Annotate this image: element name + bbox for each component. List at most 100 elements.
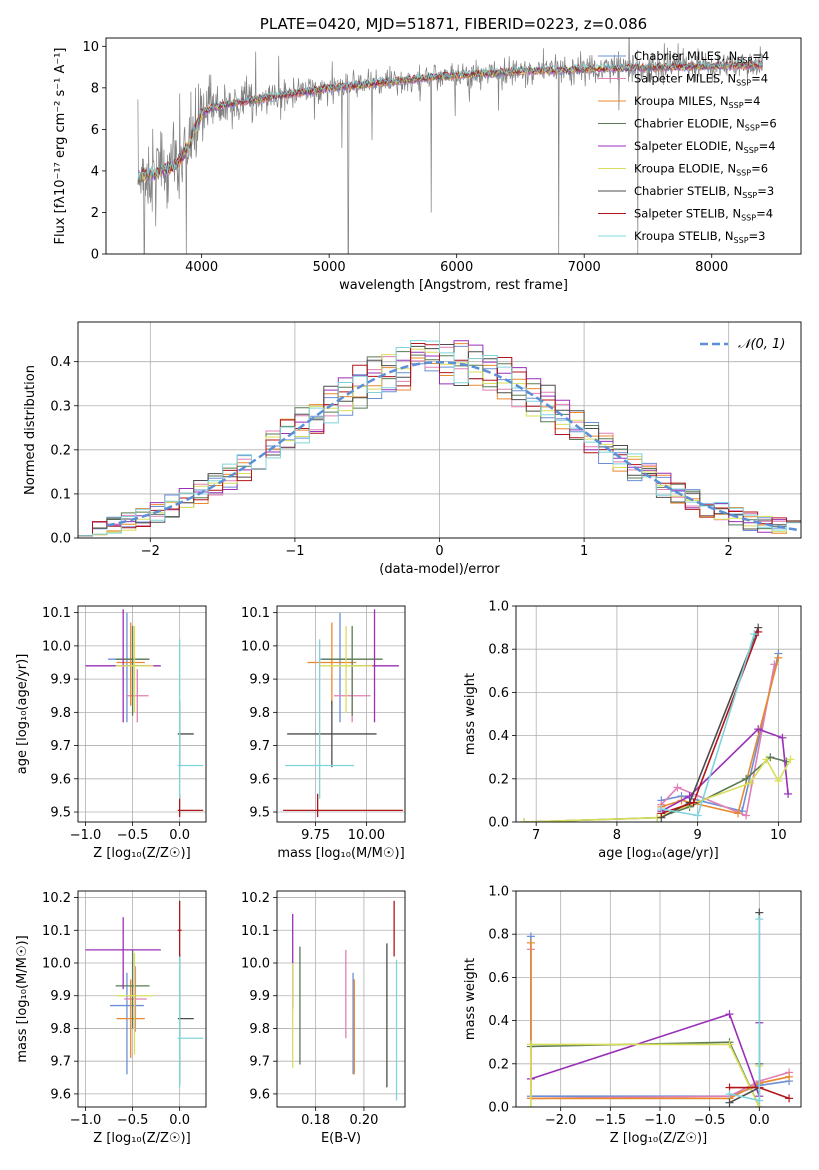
legend-label: Salpeter ELODIE, NSSP=4 <box>634 139 776 155</box>
weight-marker <box>526 938 535 947</box>
plot-area <box>526 908 794 1107</box>
errorbar-kroupa-elodie <box>319 625 373 713</box>
legend-label-tail: =4 <box>756 207 773 221</box>
legend-label-text: Salpeter STELIB, N <box>634 207 741 221</box>
weight-marker <box>754 627 763 636</box>
legend-label-sub: SSP <box>729 101 744 110</box>
legend-label-text: Salpeter MILES, N <box>634 72 736 86</box>
x-tick-label: −0.5 <box>117 1113 149 1128</box>
y-tick-label: 10.2 <box>42 891 71 906</box>
x-axis-label: Z [log₁₀(Z/Z☉)] <box>93 846 190 861</box>
weight-marker <box>657 805 666 814</box>
legend-label-sub: SSP <box>736 79 751 88</box>
legend-label-tail: =6 <box>751 162 768 176</box>
x-axis-label: Z [log₁₀(Z/Z☉)] <box>93 1131 190 1146</box>
legend-label: Chabrier STELIB, NSSP=3 <box>634 184 774 200</box>
panel-weight_vs_age: 7 8 9 10 0.0 0.2 0.4 0.6 0.8 1.0 age [log₁₀(age/yr… <box>463 600 802 861</box>
y-tick-label: 0.2 <box>50 443 71 458</box>
legend-label-text: Kroupa STELIB, N <box>634 229 734 243</box>
weight-marker <box>785 1094 794 1103</box>
panel-age_vs_Z: −1.0 −0.5 0.0 9.5 9.6 9.7 9.8 9.9 10.0 10.1 Z [log… <box>15 605 207 861</box>
errorbar-chabrier-elodie <box>321 625 383 716</box>
errorbar-chabrier-miles <box>108 612 146 723</box>
legend-entry: Kroupa ELODIE, NSSP=6 <box>598 162 768 178</box>
weight-line-chabrier-miles <box>661 653 780 813</box>
x-tick-label: −2.0 <box>545 1113 577 1128</box>
y-tick-label: 9.8 <box>249 1022 270 1037</box>
legend-label-text: Chabrier MILES, N <box>634 49 737 63</box>
y-tick-label: 0 <box>91 248 99 263</box>
legend-entry: Kroupa STELIB, NSSP=3 <box>598 229 765 245</box>
weight-marker <box>742 811 751 820</box>
legend-label-tail: =4 <box>759 139 776 153</box>
x-tick-label: 2 <box>725 544 733 559</box>
legend-entry: Kroupa MILES, NSSP=4 <box>598 94 760 110</box>
legend-label-sub: SSP <box>745 124 760 133</box>
x-axis-label: Z [log₁₀(Z/Z☉)] <box>610 1131 707 1146</box>
panel-residuals: −2 −1 0 1 2 0.0 0.1 0.2 0.3 0.4 (data-model)/error… <box>23 321 802 577</box>
x-tick-label: 1 <box>580 544 588 559</box>
x-axis-label: age [log₁₀(age/yr)] <box>598 846 719 861</box>
weight-marker <box>755 1096 764 1105</box>
y-tick-label: 0.6 <box>488 686 509 701</box>
y-tick-label: 9.7 <box>50 739 71 754</box>
y-tick-label: 9.7 <box>249 1055 270 1070</box>
errorbar-kroupa-stelib <box>285 639 355 799</box>
legend-label-tail: =4 <box>744 94 761 108</box>
weight-marker <box>725 1098 734 1107</box>
x-tick-label: −0.5 <box>117 828 149 843</box>
errorbar-kroupa-elodie <box>115 953 154 1055</box>
legend-label-text: Chabrier STELIB, N <box>634 184 742 198</box>
x-tick-label: 0.0 <box>169 1113 190 1128</box>
legend-label-text: Kroupa ELODIE, N <box>634 162 736 176</box>
errorbar-kroupa-stelib <box>177 956 204 1088</box>
x-axis-label: mass [log₁₀(M/M☉)] <box>277 846 404 861</box>
y-tick-label: 0.2 <box>488 1057 509 1072</box>
weight-line-kroupa-stelib <box>661 633 755 817</box>
y-tick-label: 10 <box>82 40 99 55</box>
legend-label-tail: =3 <box>757 184 774 198</box>
legend-entry: Chabrier MILES, NSSP=4 <box>598 49 769 65</box>
plot-area <box>85 900 204 1088</box>
errorbar-chabrier-elodie <box>115 949 150 1029</box>
plot-area <box>85 609 204 818</box>
weight-marker <box>778 733 787 742</box>
axes-frame <box>77 321 802 539</box>
legend-label: Kroupa MILES, NSSP=4 <box>634 94 760 110</box>
legend-label-sub: SSP <box>741 214 756 223</box>
y-tick-label: 9.6 <box>249 772 270 787</box>
y-tick-label: 0.4 <box>50 355 71 370</box>
plot-area <box>520 623 795 822</box>
weight-marker <box>774 653 783 662</box>
x-tick-label: 7 <box>532 828 540 843</box>
y-tick-label: 9.8 <box>50 706 71 721</box>
x-tick-label: 6000 <box>440 260 473 275</box>
x-tick-label: 9.75 <box>301 828 330 843</box>
y-tick-label: 10.1 <box>241 606 270 621</box>
plot-area <box>78 340 801 537</box>
x-axis-label: wavelength [Angstrom, rest frame] <box>339 278 568 293</box>
weight-marker <box>762 755 771 764</box>
x-tick-label: 7000 <box>568 260 601 275</box>
x-tick-label: −0.5 <box>694 1113 726 1128</box>
weight-marker <box>526 1103 535 1107</box>
y-tick-label: 4 <box>91 164 99 179</box>
weight-marker <box>766 753 775 762</box>
histogram-salpeter-stelib <box>78 343 801 537</box>
legend-label-sub: SSP <box>736 169 751 178</box>
y-tick-label: 0.3 <box>50 399 71 414</box>
weight-marker <box>734 809 743 818</box>
y-tick-label: 9.7 <box>249 739 270 754</box>
axes-frame <box>515 890 802 1108</box>
y-tick-label: 9.5 <box>50 806 71 821</box>
x-axis-label: E(B-V) <box>321 1131 361 1146</box>
y-tick-label: 9.6 <box>50 1087 71 1102</box>
legend-label-gaussian: 𝒩(0, 1) <box>738 337 785 352</box>
x-tick-label: 0.18 <box>301 1113 330 1128</box>
legend-label: Chabrier ELODIE, NSSP=6 <box>634 117 777 133</box>
weight-marker <box>673 783 682 792</box>
errorbar-chabrier-stelib <box>287 700 377 768</box>
legend-label-sub: SSP <box>744 146 759 155</box>
y-tick-label: 10.2 <box>241 891 270 906</box>
y-tick-label: 0.0 <box>488 816 509 831</box>
